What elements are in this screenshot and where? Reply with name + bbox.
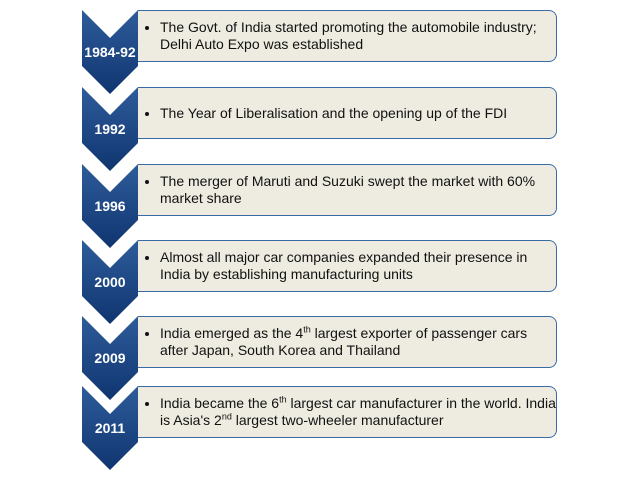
event-text: largest car manufacturer in the world. I…	[160, 395, 556, 428]
event-bullet: The Year of Liberalisation and the openi…	[160, 105, 507, 122]
year-label: 2011	[94, 420, 126, 436]
year-label: 1996	[94, 198, 126, 214]
event-bullet: India became the 6th largest car manufac…	[160, 395, 556, 429]
event-text: Almost all major car companies expanded …	[160, 249, 528, 282]
chevron-arrow-icon	[82, 164, 138, 248]
chevron-arrow-icon	[82, 240, 138, 324]
year-label: 2000	[94, 274, 126, 290]
timeline-row: 2000 Almost all major car companies expa…	[82, 240, 560, 324]
chevron-arrow-icon	[82, 10, 138, 94]
event-box: India became the 6th largest car manufac…	[138, 386, 557, 438]
timeline-row: 1992 The Year of Liberalisation and the …	[82, 87, 560, 171]
event-text: The Govt. of India started promoting the…	[160, 19, 537, 52]
event-bullet: India emerged as the 4th largest exporte…	[160, 325, 556, 359]
timeline-row: 2009 India emerged as the 4th largest ex…	[82, 316, 560, 400]
event-box: Almost all major car companies expanded …	[138, 240, 557, 292]
year-label: 2009	[94, 350, 126, 366]
ordinal-suffix: th	[303, 324, 311, 335]
timeline-row: 1984-92 The Govt. of India started promo…	[82, 10, 560, 94]
event-text: largest exporter of passenger cars after…	[160, 325, 528, 358]
event-box: The merger of Maruti and Suzuki swept th…	[138, 164, 557, 216]
event-box: The Year of Liberalisation and the openi…	[138, 87, 557, 139]
timeline-row: 2011 India became the 6th largest car ma…	[82, 386, 560, 470]
year-label: 1984-92	[84, 44, 136, 60]
event-box: The Govt. of India started promoting the…	[138, 10, 557, 62]
chevron-arrow-icon	[82, 386, 138, 470]
event-bullet: The merger of Maruti and Suzuki swept th…	[160, 173, 556, 207]
event-text: India became the 6	[160, 395, 280, 411]
chevron-arrow-icon	[82, 87, 138, 171]
event-bullet: Almost all major car companies expanded …	[160, 249, 556, 283]
ordinal-suffix: th	[279, 394, 287, 405]
year-label: 1992	[94, 121, 126, 137]
chevron-arrow-icon	[82, 316, 138, 400]
event-text: The merger of Maruti and Suzuki swept th…	[160, 173, 536, 206]
event-bullet: The Govt. of India started promoting the…	[160, 19, 556, 53]
event-text: largest two-wheeler manufacturer	[231, 412, 444, 428]
event-text: India emerged as the 4	[160, 325, 304, 341]
event-box: India emerged as the 4th largest exporte…	[138, 316, 557, 368]
event-text: The Year of Liberalisation and the openi…	[160, 104, 508, 121]
timeline-row: 1996 The merger of Maruti and Suzuki swe…	[82, 164, 560, 248]
ordinal-suffix: nd	[221, 411, 232, 422]
